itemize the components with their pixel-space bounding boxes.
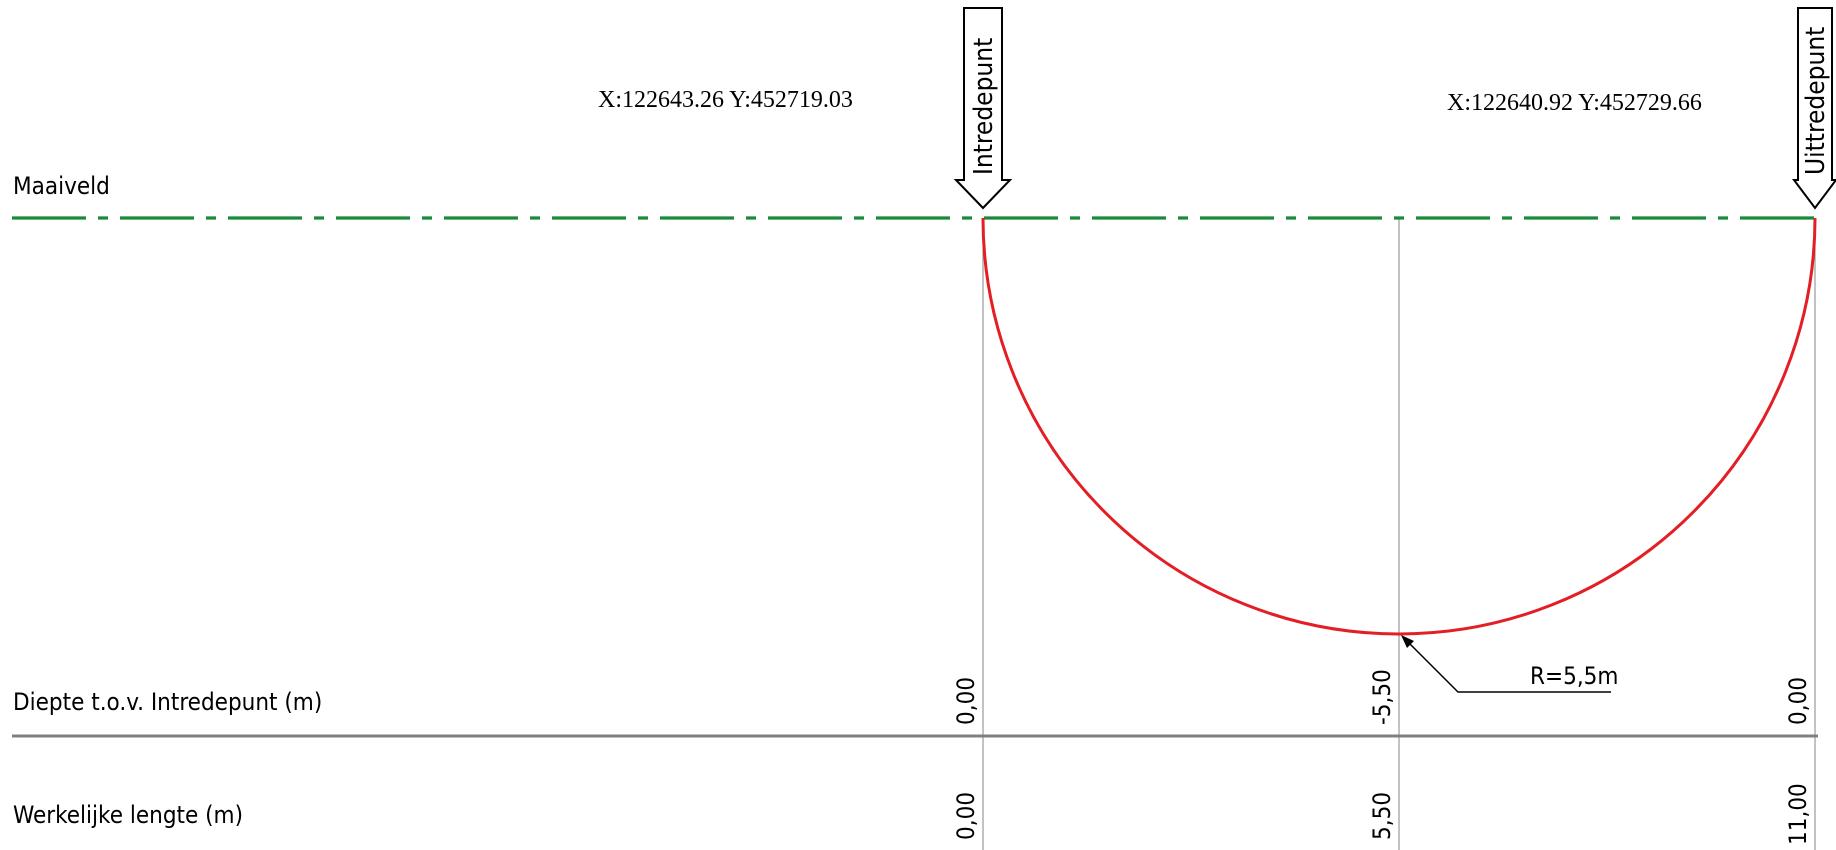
depth-value-exit: 0,00 (1784, 677, 1812, 725)
length-value-exit: 11,00 (1784, 783, 1812, 845)
length-value-mid: 5,50 (1368, 792, 1396, 840)
depth-value-entry: 0,00 (952, 677, 980, 725)
depth-value-mid: -5,50 (1368, 669, 1396, 725)
depth-row-label: Diepte t.o.v. Intredepunt (m) (13, 688, 322, 716)
entry-marker-label: Intredepunt (969, 38, 999, 175)
entry-coordinates: X:122643.26 Y:452719.03 (598, 87, 853, 113)
radius-label: R=5,5m (1530, 662, 1618, 690)
length-row-label: Werkelijke lengte (m) (13, 801, 243, 829)
length-value-entry: 0,00 (952, 792, 980, 840)
exit-marker-label: Uittredepunt (1801, 27, 1831, 175)
entry-marker-arrow: Intredepunt (953, 7, 1013, 210)
maaiveld-label: Maaiveld (13, 172, 110, 200)
radius-leader: R=5,5m (1401, 635, 1618, 693)
exit-coordinates: X:122640.92 Y:452729.66 (1447, 90, 1702, 116)
bore-path (981, 217, 1817, 636)
exit-marker-arrow: Uittredepunt (1792, 7, 1836, 210)
